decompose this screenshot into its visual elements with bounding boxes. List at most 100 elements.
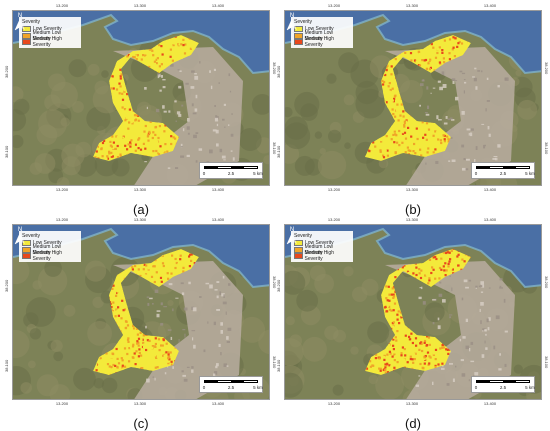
north-arrow-icon: N <box>14 13 25 31</box>
longitude-tick: 13.300 <box>405 3 419 8</box>
map-panel: Severity Low Severity Medium Low Severity M… <box>4 4 277 192</box>
severity-legend: Severity Low Severity Medium Low Severity M… <box>291 17 353 48</box>
legend-item: Medium High Severity <box>22 250 78 263</box>
longitude-tick: 13.300 <box>133 3 147 8</box>
scale-label: 2.5 <box>499 385 507 390</box>
legend-item: Low Severity <box>22 240 78 247</box>
legend-label: Low Severity <box>305 240 334 247</box>
north-arrow-icon: N <box>286 13 297 31</box>
longitude-tick: 13.400 <box>211 3 225 8</box>
scale-segment <box>516 167 529 168</box>
legend-label: Medium High Severity <box>304 36 334 49</box>
longitude-tick: 13.400 <box>483 3 497 8</box>
map-panel: Severity Low Severity Medium Low Severity M… <box>4 218 277 406</box>
longitude-tick: 13.300 <box>133 187 147 192</box>
scale-segment <box>231 167 244 168</box>
latitude-tick: 38.200 <box>276 279 281 292</box>
longitude-tick: 13.200 <box>55 217 69 222</box>
scale-label: 2.5 <box>227 171 235 176</box>
longitude-tick: 13.400 <box>211 401 225 406</box>
scale-label: 5 km <box>253 171 263 176</box>
scale-bar: 0 2.5 5 km <box>471 376 535 393</box>
scale-bar: 0 2.5 5 km <box>199 376 263 393</box>
legend-title: Severity <box>22 19 41 25</box>
latitude-tick: 38.100 <box>544 142 549 155</box>
longitude-tick: 13.400 <box>483 187 497 192</box>
legend-item: Low Severity <box>22 26 78 33</box>
scale-label: 0 <box>474 171 478 176</box>
legend-item: Medium Low Severity <box>22 29 78 42</box>
north-label: N <box>290 227 294 233</box>
latitude-tick: 38.200 <box>4 65 9 78</box>
panel-caption: (b) <box>405 202 421 217</box>
longitude-tick: 13.400 <box>211 187 225 192</box>
legend-label: Medium Low Severity <box>304 29 333 42</box>
satellite-map: Severity Low Severity Medium Low Severity M… <box>284 10 542 186</box>
legend-label: Medium Low Severity <box>304 243 333 256</box>
longitude-tick: 13.200 <box>55 401 69 406</box>
scale-segment <box>218 167 231 168</box>
longitude-tick: 13.200 <box>327 3 341 8</box>
scale-segment <box>244 167 257 168</box>
panel-caption: (d) <box>405 416 421 431</box>
scale-segment <box>218 381 231 382</box>
longitude-tick: 13.200 <box>327 187 341 192</box>
latitude-tick: 38.100 <box>276 145 281 158</box>
scale-label: 0 <box>202 385 206 390</box>
latitude-tick: 38.200 <box>4 279 9 292</box>
scale-label: 0 <box>202 171 206 176</box>
longitude-tick: 13.200 <box>55 3 69 8</box>
legend-label: Medium High Severity <box>304 250 334 263</box>
scale-segment <box>477 167 490 168</box>
satellite-map: Severity Low Severity Medium Low Severity M… <box>12 224 270 400</box>
scale-label: 5 km <box>525 385 535 390</box>
legend-item: Medium High Severity <box>294 36 350 49</box>
legend-swatch <box>22 32 31 39</box>
legend-swatch <box>294 39 303 46</box>
legend-swatch <box>294 246 303 253</box>
longitude-tick: 13.200 <box>55 187 69 192</box>
scale-segment <box>503 381 516 382</box>
legend-swatch <box>294 32 303 39</box>
legend-item: Medium High Severity <box>22 36 78 49</box>
longitude-tick: 13.400 <box>483 217 497 222</box>
latitude-tick: 38.200 <box>276 65 281 78</box>
legend-item: Medium High Severity <box>294 250 350 263</box>
longitude-tick: 13.300 <box>405 401 419 406</box>
legend-label: Medium High Severity <box>32 250 62 263</box>
legend-item: Medium Low Severity <box>22 244 78 256</box>
longitude-tick: 13.300 <box>133 217 147 222</box>
legend-swatch <box>294 253 303 260</box>
scale-segment <box>490 167 503 168</box>
scale-segment <box>477 381 490 382</box>
legend-swatch <box>22 253 31 260</box>
latitude-tick: 38.100 <box>276 359 281 372</box>
legend-swatch <box>22 246 31 253</box>
scale-label: 5 km <box>253 385 263 390</box>
legend-item: Low Severity <box>294 240 350 247</box>
north-arrow-icon: N <box>286 227 297 245</box>
scale-label: 2.5 <box>227 385 235 390</box>
legend-swatch <box>294 26 303 33</box>
longitude-tick: 13.300 <box>405 187 419 192</box>
severity-legend: Severity Low Severity Medium Low Severity M… <box>19 17 81 48</box>
legend-label: Low Severity <box>33 26 62 33</box>
latitude-tick: 38.200 <box>544 62 549 75</box>
map-panel: Severity Low Severity Medium Low Severity M… <box>276 218 549 406</box>
scale-segment <box>205 167 218 168</box>
legend-swatch <box>294 240 303 247</box>
longitude-tick: 13.400 <box>483 401 497 406</box>
satellite-map: Severity Low Severity Medium Low Severity M… <box>284 224 542 400</box>
scale-label: 0 <box>474 385 478 390</box>
legend-item: Medium Low Severity <box>294 29 350 42</box>
latitude-tick: 38.100 <box>4 145 9 158</box>
north-arrow-icon: N <box>14 227 25 245</box>
scale-segment <box>244 381 257 382</box>
longitude-tick: 13.200 <box>327 217 341 222</box>
legend-label: Low Severity <box>305 26 334 33</box>
latitude-tick: 38.100 <box>4 359 9 372</box>
latitude-tick: 38.200 <box>544 276 549 289</box>
legend-label: Medium High Severity <box>32 36 62 49</box>
legend-label: Medium Low Severity <box>32 29 61 42</box>
longitude-tick: 13.400 <box>211 217 225 222</box>
